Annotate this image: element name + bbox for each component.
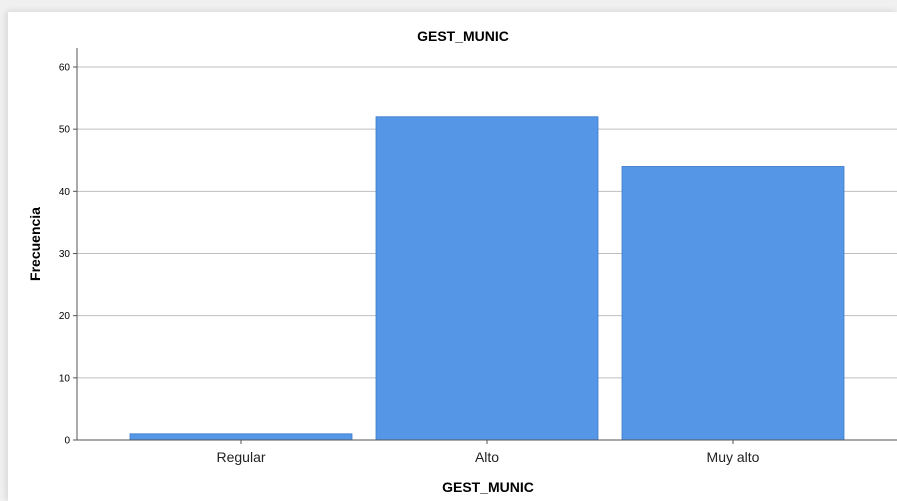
y-tick-label: 50 <box>59 125 71 136</box>
y-tick-label: 60 <box>59 63 71 74</box>
bar-regular <box>129 433 353 441</box>
bars <box>129 116 845 441</box>
x-axis-label: GEST_MUNIC <box>442 479 534 495</box>
chart-title: GEST_MUNIC <box>417 28 509 44</box>
x-tick-label: Regular <box>216 449 265 465</box>
y-tick-labels: 0 10 20 30 40 50 60 <box>59 63 77 447</box>
y-tick-label: 0 <box>64 436 70 447</box>
y-tick-label: 20 <box>59 311 71 322</box>
bar-muy-alto <box>621 166 845 441</box>
bar-chart: GEST_MUNIC 0 10 20 30 40 50 60 Regular Alto Muy … <box>27 28 897 495</box>
y-tick-label: 40 <box>59 187 71 198</box>
y-axis-label: Frecuencia <box>27 207 43 281</box>
y-tick-label: 10 <box>59 373 71 384</box>
x-tick-label: Muy alto <box>707 449 760 465</box>
y-tick-label: 30 <box>59 249 71 260</box>
x-tick-labels: Regular Alto Muy alto <box>216 440 760 465</box>
x-tick-label: Alto <box>475 449 499 465</box>
chart-panel: GEST_MUNIC 0 10 20 30 40 50 60 Regular Alto Muy … <box>8 12 897 501</box>
bar-alto <box>375 116 599 441</box>
